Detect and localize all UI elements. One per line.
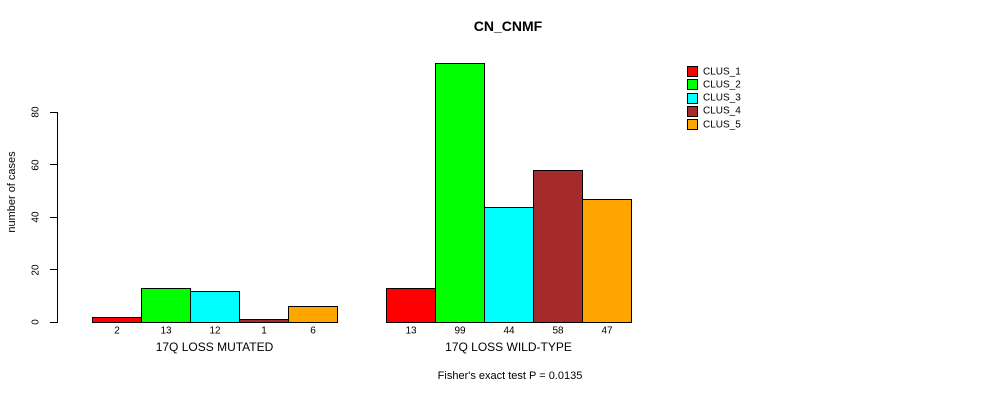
bar-value-label: 58: [552, 325, 564, 337]
bar-clus-1-group2: [386, 287, 436, 323]
bar-value-label: 13: [405, 325, 417, 337]
legend-swatch-clus-2: [687, 79, 698, 91]
bar-clus-5-group1: [288, 306, 338, 323]
y-tick-mark: [50, 164, 57, 166]
bar-value-label: 13: [160, 325, 172, 337]
y-axis-line: [57, 112, 58, 323]
bar-value-label: 47: [601, 325, 613, 337]
bar-clus-2-group2: [435, 62, 485, 323]
bar-value-label: 1: [261, 325, 267, 337]
legend-swatch-clus-5: [687, 119, 698, 130]
legend-swatch-clus-1: [687, 66, 698, 77]
legend-label: CLUS_4: [703, 105, 741, 117]
y-tick-mark: [50, 269, 57, 271]
chart-title: CN_CNMF: [473, 18, 543, 34]
bar-value-label: 12: [209, 325, 221, 337]
group-label: 17Q LOSS WILD-TYPE: [445, 340, 572, 354]
bar-clus-3-group1: [190, 290, 240, 323]
legend-label: CLUS_5: [703, 119, 741, 130]
group-label: 17Q LOSS MUTATED: [155, 340, 274, 354]
bar-value-label: 99: [454, 325, 466, 337]
y-tick-mark: [50, 321, 57, 323]
y-tick-mark: [50, 111, 57, 113]
bar-value-label: 6: [310, 325, 316, 337]
annotation-text: Fisher's exact test P = 0.0135: [437, 370, 583, 382]
bar-value-label: 2: [114, 325, 120, 337]
bar-clus-2-group1: [141, 287, 191, 323]
legend-swatch-clus-3: [687, 92, 698, 104]
bar-clus-4-group2: [533, 170, 583, 323]
legend-label: CLUS_2: [703, 79, 741, 91]
y-tick-mark: [50, 216, 57, 218]
bar-clus-5-group2: [582, 198, 632, 323]
legend-label: CLUS_3: [703, 92, 741, 104]
bar-value-label: 44: [503, 325, 515, 337]
legend-swatch-clus-4: [687, 105, 698, 117]
legend-label: CLUS_1: [703, 66, 741, 77]
